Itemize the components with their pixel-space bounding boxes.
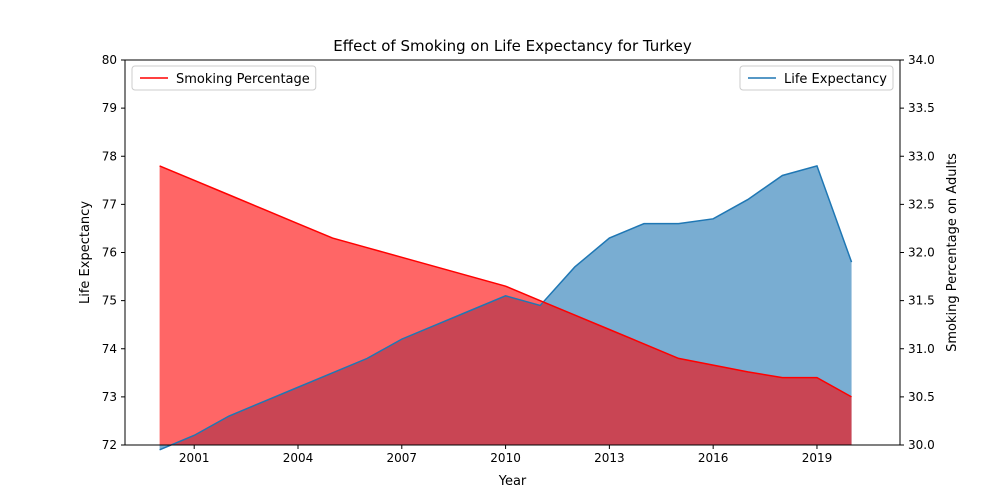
x-tick-label: 2004	[283, 451, 314, 465]
area-fills	[159, 165, 852, 450]
right-tick-label: 30.5	[908, 390, 935, 404]
legend-label: Life Expectancy	[784, 72, 887, 87]
legend-box	[739, 65, 894, 91]
smoking-percentage-area	[159, 165, 852, 445]
right-tick-label: 33.0	[908, 149, 935, 163]
legend-life-expectancy: Life Expectancy	[739, 65, 894, 91]
left-tick-label: 78	[102, 149, 117, 163]
life-expectancy-line	[159, 164, 853, 451]
left-tick-label: 76	[102, 246, 117, 260]
left-tick-label: 80	[102, 53, 117, 67]
right-tick-label: 32.5	[908, 197, 935, 211]
right-axis-label: Smoking Percentage on Adults	[945, 153, 960, 352]
left-tick-label: 77	[102, 197, 117, 211]
legend-smoking-percentage: Smoking Percentage	[131, 65, 317, 91]
x-tick-label: 2019	[802, 451, 833, 465]
right-tick-label: 33.5	[908, 101, 935, 115]
x-tick-label: 2001	[179, 451, 210, 465]
legend-box	[131, 65, 317, 91]
x-tick-label: 2016	[698, 451, 729, 465]
x-tick-label: 2007	[387, 451, 418, 465]
x-tick-label: 2013	[594, 451, 625, 465]
smoking-percentage-line	[159, 165, 852, 398]
series-lines	[159, 164, 853, 451]
left-tick-label: 79	[102, 101, 117, 115]
right-axis-ticks: 30.0 30.5 31.0 31.5 32.0 32.5 33.0 33.5 34.0	[900, 53, 935, 452]
left-tick-label: 73	[102, 390, 117, 404]
left-tick-label: 74	[102, 342, 117, 356]
left-tick-label: 75	[102, 294, 117, 308]
left-axis-label: Life Expectancy	[78, 201, 93, 304]
left-tick-label: 72	[102, 438, 117, 452]
right-tick-label: 32.0	[908, 246, 935, 260]
chart-title: Effect of Smoking on Life Expectancy for…	[333, 37, 692, 55]
legend-label: Smoking Percentage	[176, 72, 310, 87]
right-tick-label: 31.5	[908, 294, 935, 308]
right-tick-label: 34.0	[908, 53, 935, 67]
x-tick-label: 2010	[490, 451, 521, 465]
x-axis-ticks: 2001 2004 2007 2010 2013 2016 2019	[179, 445, 832, 465]
right-tick-label: 31.0	[908, 342, 935, 356]
legends: Smoking Percentage Life Expectancy	[131, 65, 894, 91]
right-tick-label: 30.0	[908, 438, 935, 452]
left-axis-ticks: 72 73 74 75 76 77 78 79 80	[102, 53, 125, 452]
x-axis-label: Year	[498, 474, 527, 489]
